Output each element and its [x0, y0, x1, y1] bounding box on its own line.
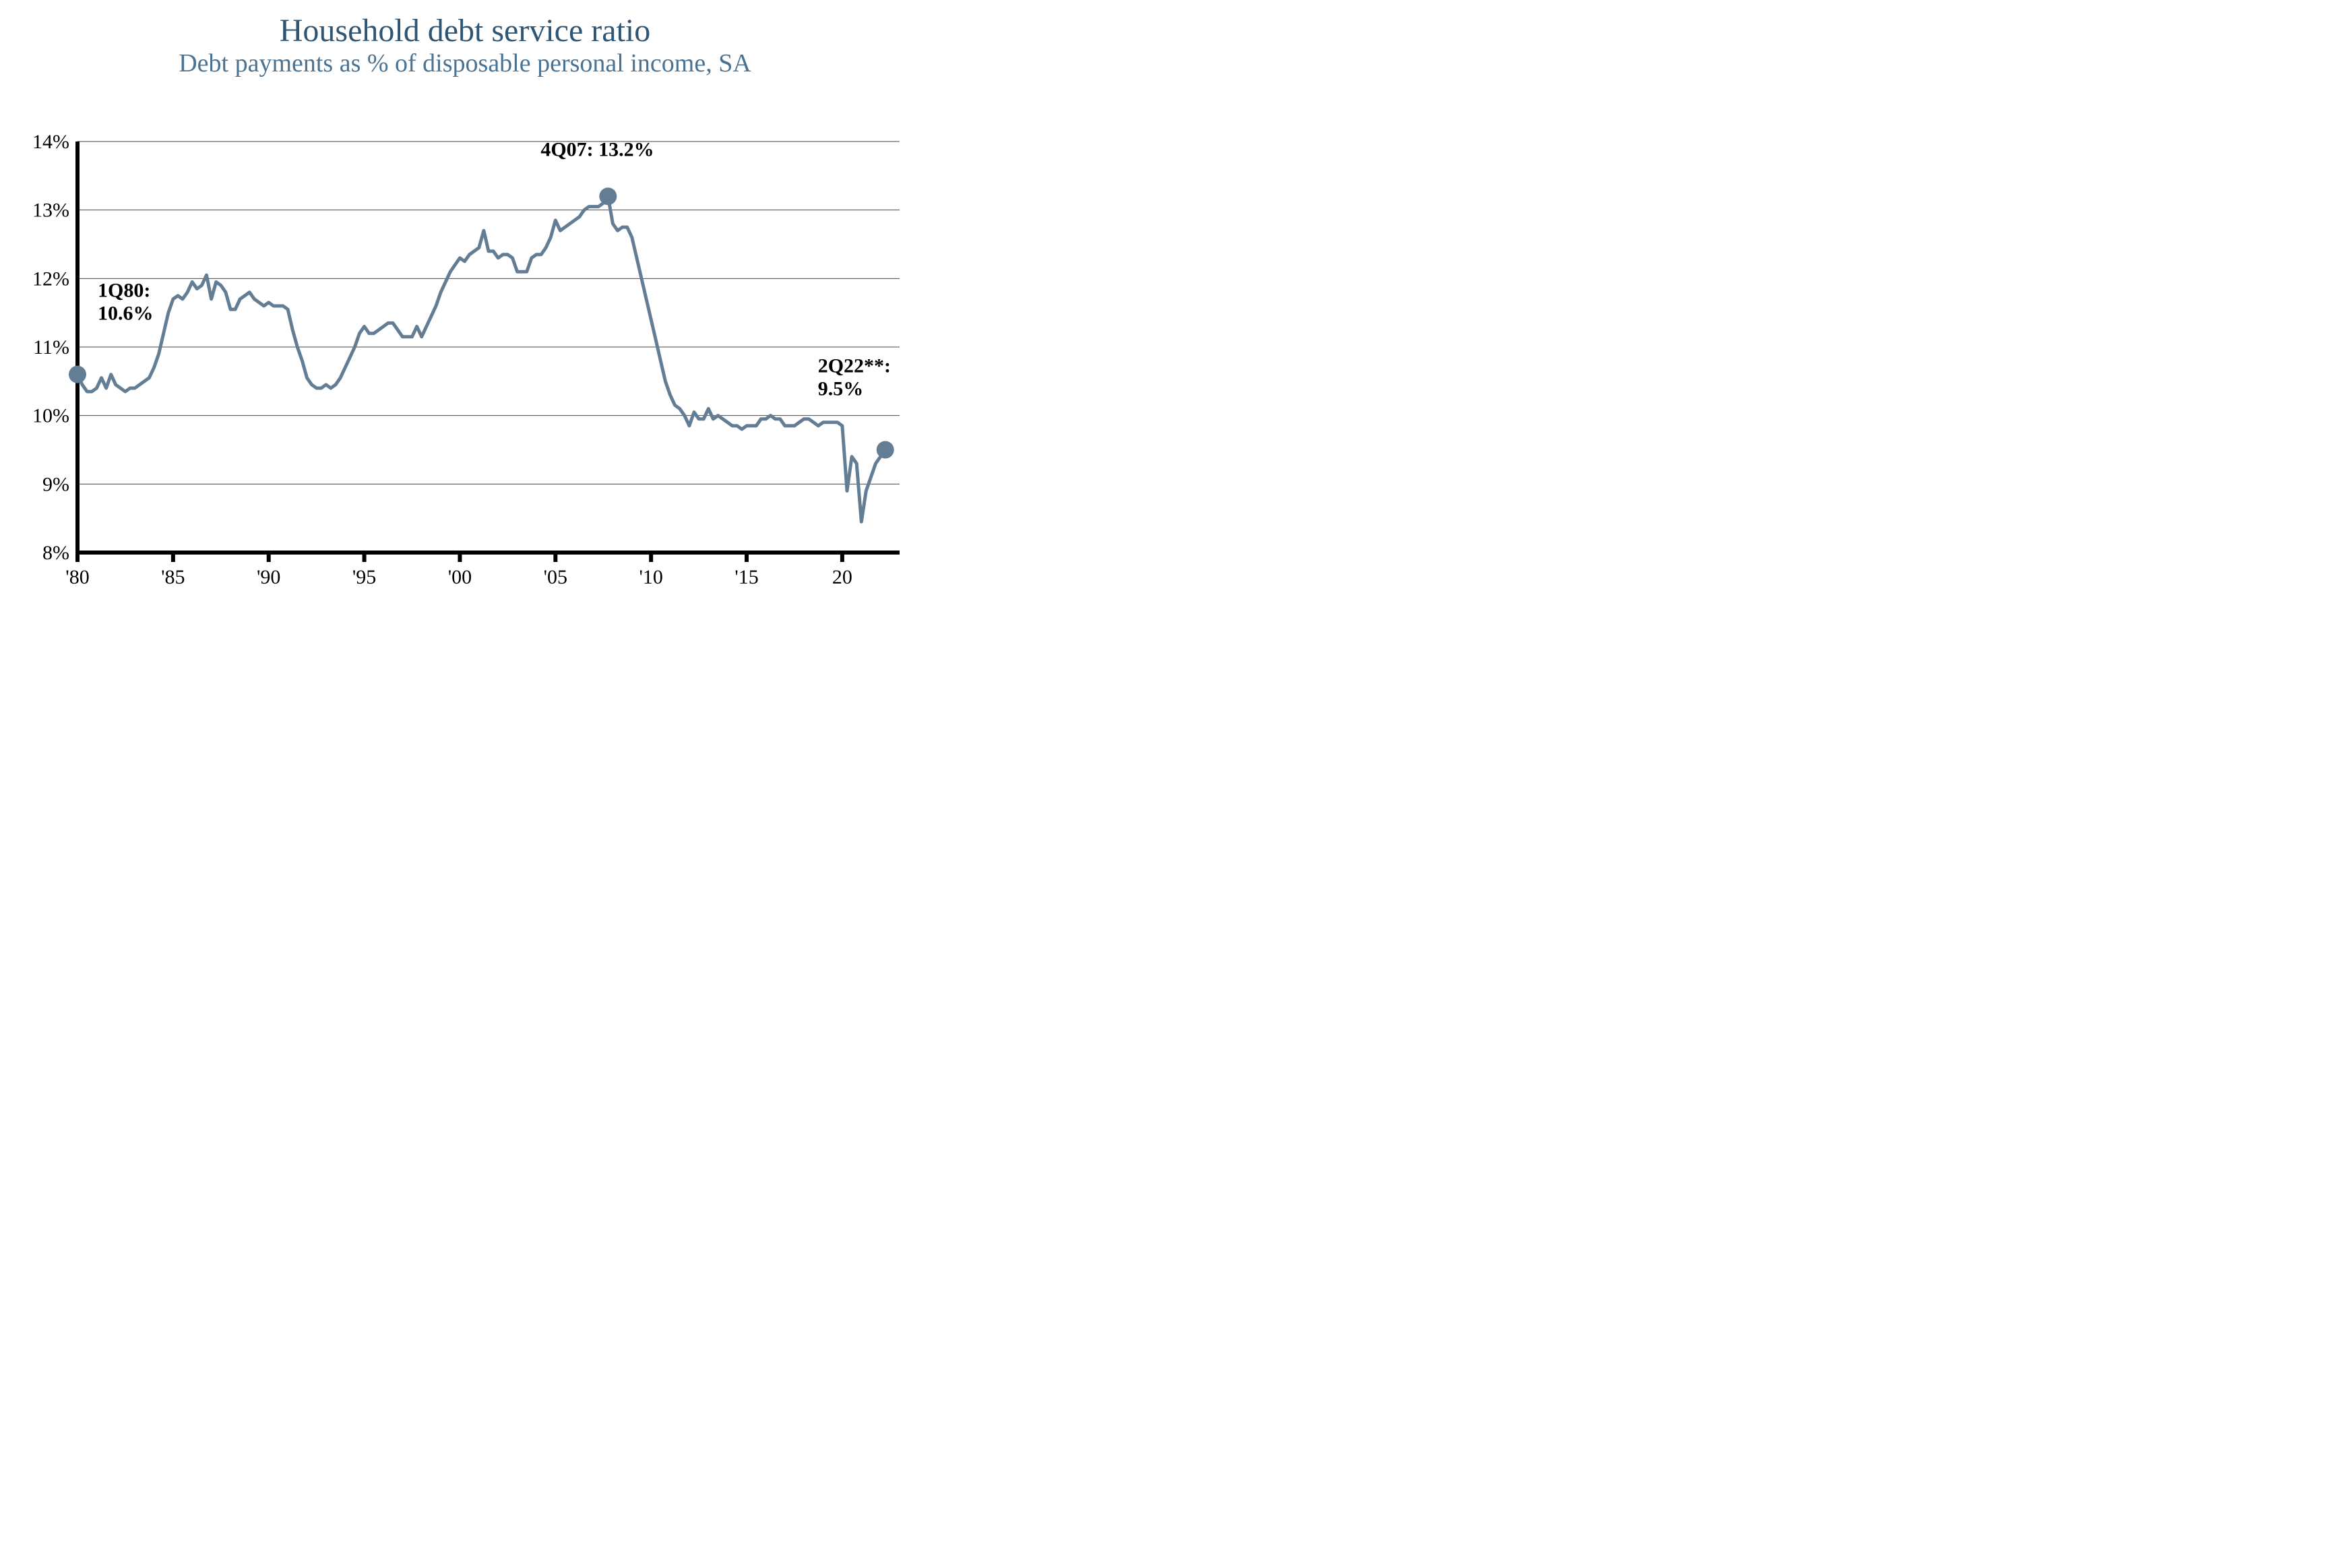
- y-tick-label: 8%: [42, 542, 69, 564]
- data-marker: [69, 366, 86, 383]
- x-tick-label: '95: [352, 566, 376, 588]
- chart-subtitle: Debt payments as % of disposable persona…: [0, 49, 930, 79]
- x-tick-label: '15: [734, 566, 758, 588]
- data-marker: [599, 187, 617, 205]
- line-chart: 8% 9% 10% 11% 12% 13% 14% '80 '85 '90 '95 '00 '05 '10…: [20, 135, 910, 593]
- y-tick-label: 11%: [33, 336, 69, 358]
- x-tick-label: '85: [161, 566, 185, 588]
- y-tick-label: 9%: [42, 473, 69, 495]
- annotation-label: 9.5%: [818, 378, 864, 400]
- annotation-label: 4Q07: 13.2%: [540, 138, 654, 160]
- y-tick-label: 14%: [32, 135, 69, 153]
- y-tick-label: 10%: [32, 405, 69, 427]
- data-marker: [877, 441, 894, 459]
- chart-title: Household debt service ratio: [0, 13, 930, 49]
- x-tick-label: 20: [832, 566, 852, 588]
- y-tick-label: 12%: [32, 268, 69, 290]
- x-tick-label: '80: [65, 566, 89, 588]
- annotation-label: 10.6%: [98, 303, 154, 325]
- annotation-label: 1Q80:: [98, 280, 150, 302]
- x-tick-label: '90: [257, 566, 280, 588]
- x-tick-label: '05: [544, 566, 567, 588]
- y-tick-label: 13%: [32, 199, 69, 222]
- x-tick-label: '10: [639, 566, 662, 588]
- chart-container: 8% 9% 10% 11% 12% 13% 14% '80 '85 '90 '95 '00 '05 '10…: [20, 135, 910, 593]
- annotation-label: 2Q22**:: [818, 355, 891, 377]
- x-tick-label: '00: [448, 566, 472, 588]
- chart-title-block: Household debt service ratio Debt paymen…: [0, 13, 930, 78]
- data-line: [77, 196, 885, 522]
